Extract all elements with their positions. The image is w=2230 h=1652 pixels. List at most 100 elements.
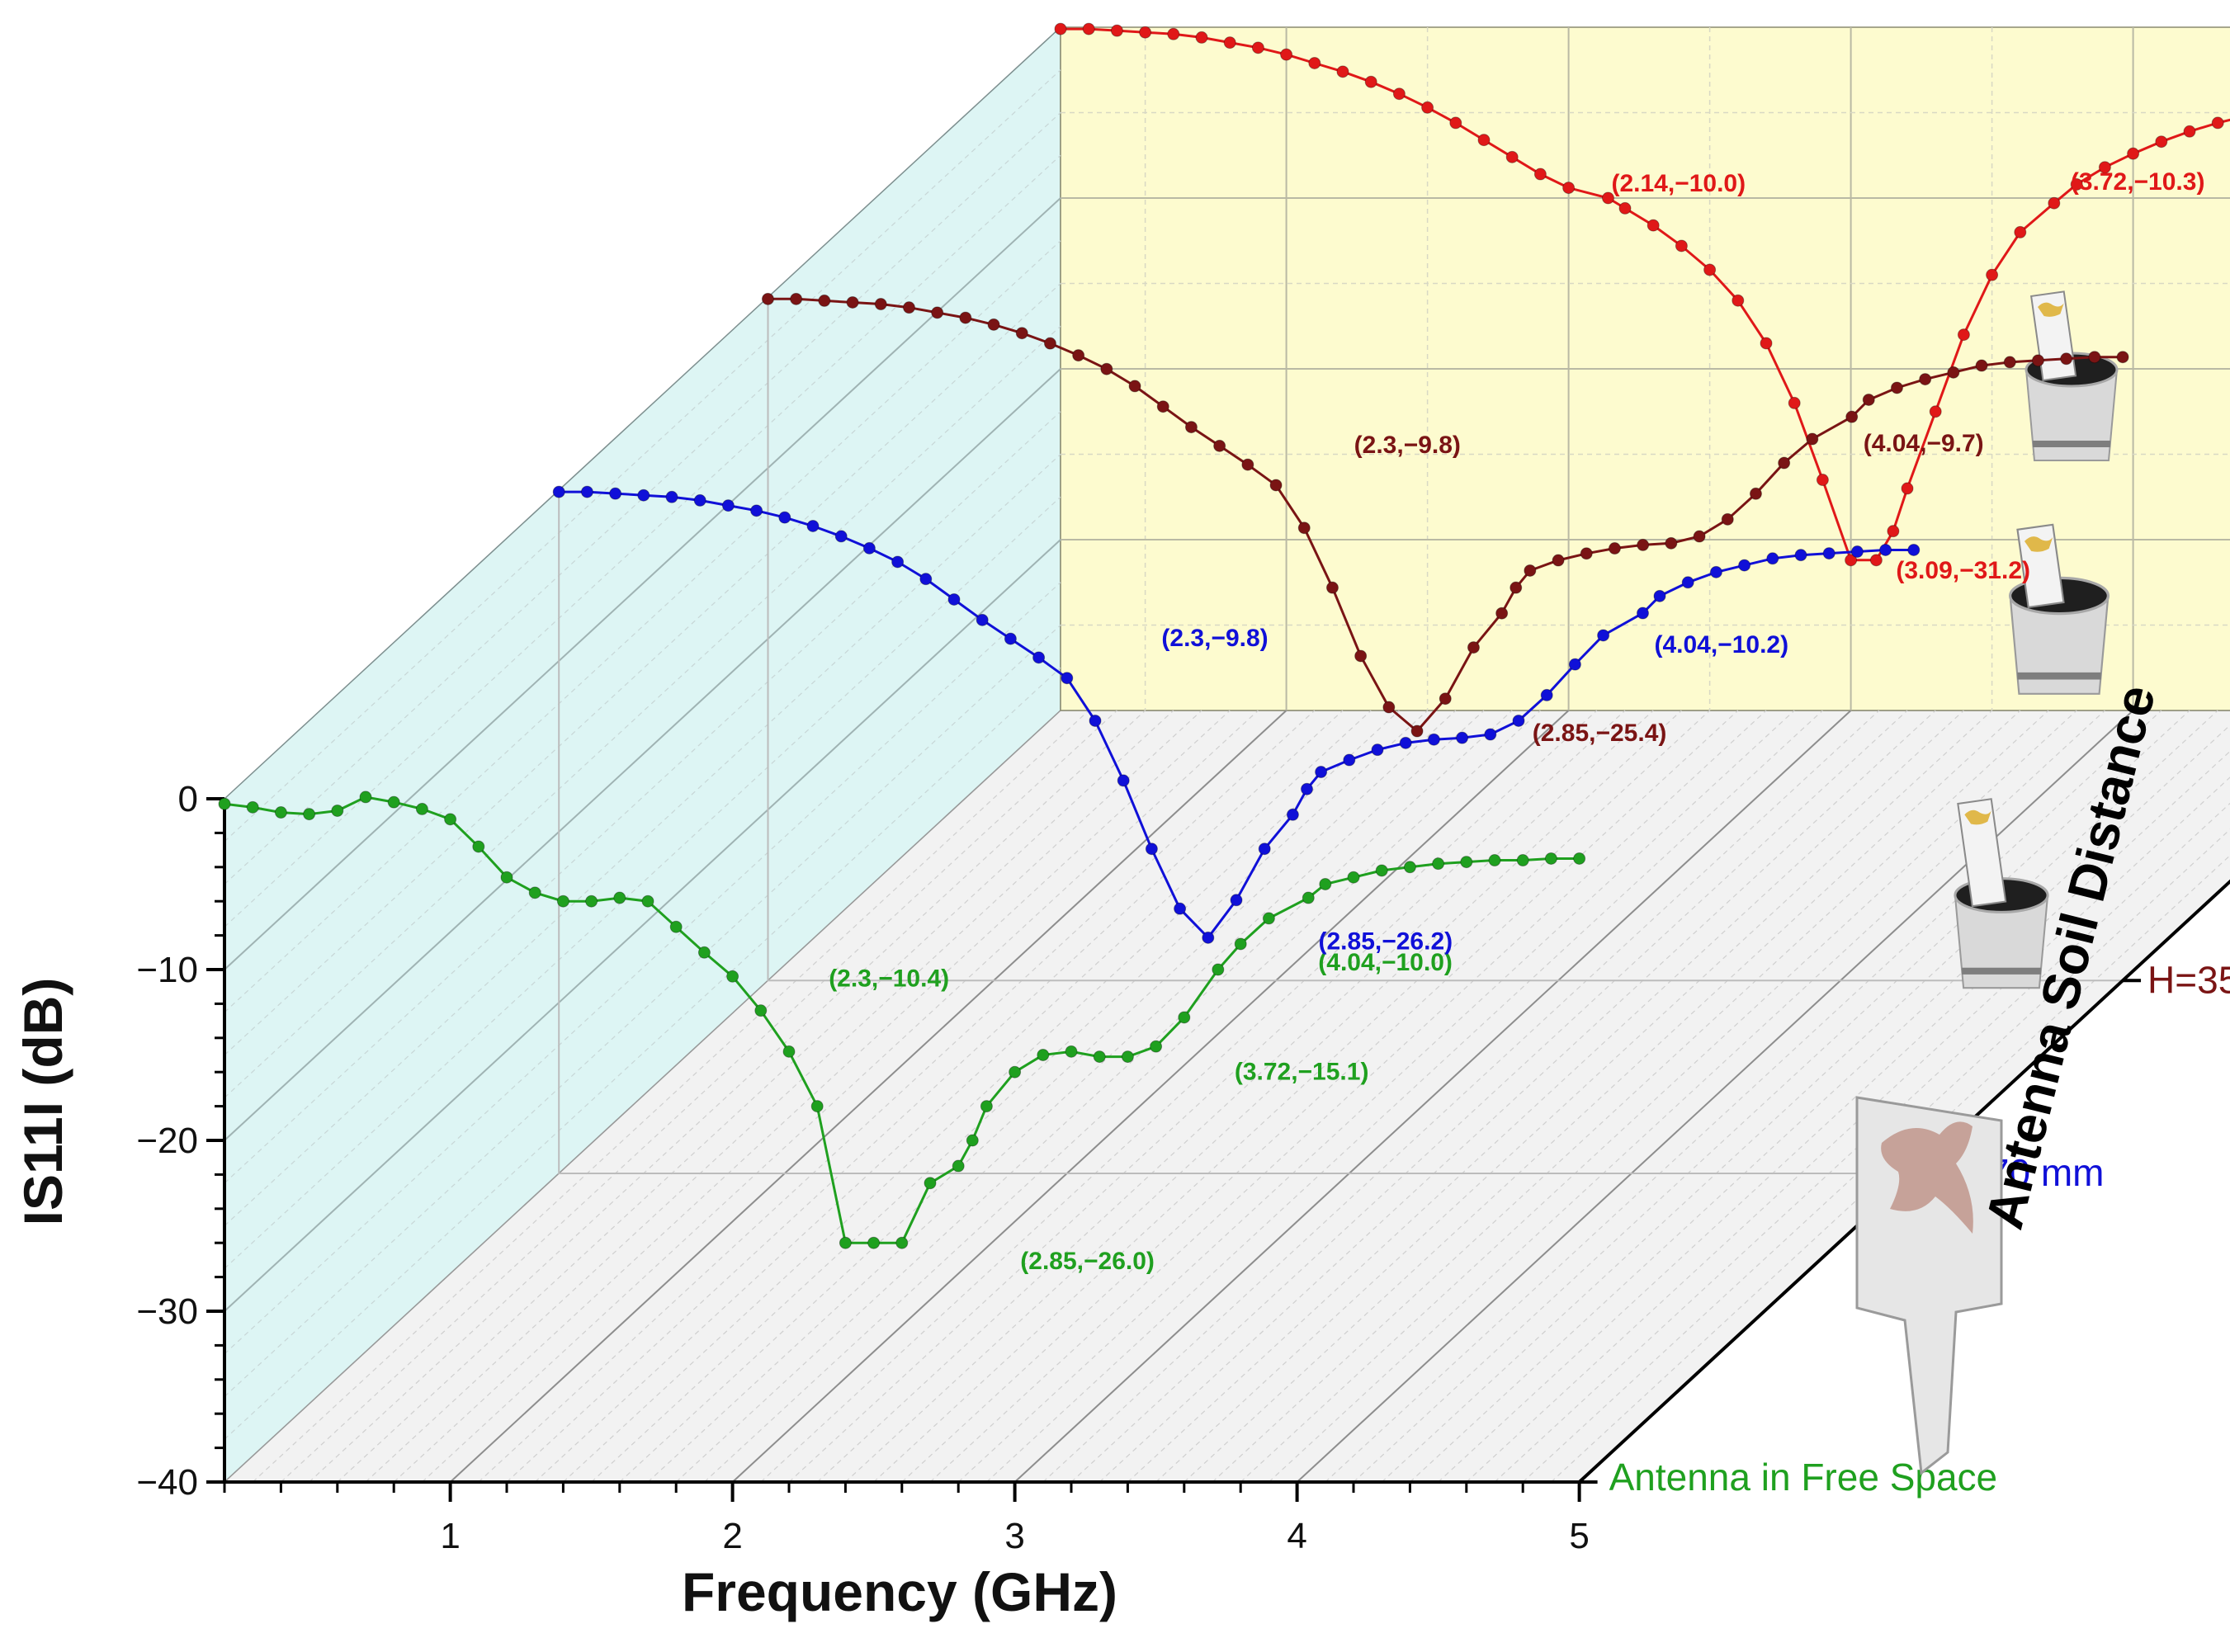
data-point (1336, 65, 1349, 78)
data-point (1286, 808, 1299, 821)
data-point (1054, 22, 1067, 35)
data-point (2014, 225, 2027, 238)
data-point (1552, 554, 1565, 567)
data-point (1766, 552, 1779, 565)
data-point (750, 504, 763, 517)
data-point (1082, 22, 1095, 35)
data-point (987, 318, 1000, 331)
data-point (839, 1236, 852, 1249)
data-point (959, 311, 972, 324)
floor-gridline (1381, 710, 2218, 1483)
y-tick-label: −30 (136, 1291, 198, 1332)
data-point (862, 541, 876, 555)
data-point (1184, 421, 1198, 434)
floor-gridline (703, 710, 1541, 1483)
floor-gridline (957, 710, 1795, 1483)
data-point (810, 1100, 824, 1113)
floor-gridline (1155, 710, 1993, 1483)
data-point (1597, 629, 1610, 642)
x-tick-label: 1 (440, 1516, 460, 1556)
data-point (1432, 857, 1445, 871)
side-wall-gridline (224, 454, 1061, 1226)
data-point (669, 920, 683, 933)
data-point (1015, 327, 1028, 340)
antenna-patch (2024, 536, 2053, 552)
data-point (1647, 219, 1660, 232)
x-tick-label: 2 (722, 1516, 742, 1556)
data-point (902, 301, 915, 314)
data-point (1093, 1050, 1106, 1064)
data-point (1297, 522, 1311, 535)
floor-gridline (1353, 710, 2190, 1483)
antenna-stick (1957, 798, 2007, 908)
floor-gridline (985, 710, 1823, 1483)
data-label: (2.3,−9.8) (1161, 625, 1268, 652)
data-point (641, 894, 654, 908)
antenna-free-space-icon (1855, 1096, 2003, 1475)
data-point (980, 1100, 993, 1113)
antenna-patch (2038, 302, 2064, 317)
side-wall-gridline (224, 112, 1061, 885)
floor-gridline (365, 710, 1202, 1483)
data-point (528, 886, 541, 899)
floor-gridline (1240, 710, 2077, 1483)
data-point (790, 292, 803, 305)
data-point (754, 1004, 768, 1017)
data-point (1223, 36, 1236, 50)
data-point (726, 970, 739, 983)
data-point (1145, 843, 1158, 856)
chart-labels: (2.3,−10.4) (2.85,−26.0) (3.72,−15.1) (4.04… (829, 168, 2204, 1275)
data-point (1732, 294, 1745, 307)
floor-gridline (252, 710, 1089, 1483)
data-label: (4.04,−10.0) (1318, 949, 1453, 976)
data-point (1488, 854, 1501, 867)
data-label: (2.85,−25.4) (1533, 720, 1667, 747)
data-point (1251, 41, 1264, 54)
data-point (665, 490, 678, 503)
y-tick-label: −40 (136, 1462, 198, 1503)
floor-gridline (337, 710, 1174, 1483)
side-wall-gridline (224, 368, 1061, 1141)
floor-gridline (421, 710, 1259, 1483)
data-label: (2.14,−10.0) (1611, 170, 1746, 197)
data-point (1234, 937, 1247, 951)
data-point (552, 485, 565, 498)
data-point (1703, 263, 1717, 276)
y-tick-label: −20 (136, 1121, 198, 1161)
data-point (1816, 474, 1829, 487)
data-point (1887, 525, 1900, 538)
data-point (1477, 134, 1491, 147)
data-point (1505, 150, 1519, 163)
floor-gridline (1098, 710, 1936, 1483)
z-tick-label: H=35 mm (2147, 958, 2230, 1001)
floor-gridline (1325, 710, 2162, 1483)
data-point (867, 1236, 881, 1249)
side-wall-gridline (224, 283, 1061, 1055)
floor-gridline (1127, 710, 1964, 1483)
data-point (1510, 581, 1523, 594)
data-point (1439, 692, 1452, 706)
potted-antenna-h70-icon (1954, 798, 2049, 989)
data-point (1540, 688, 1553, 701)
data-point (895, 1236, 909, 1249)
floor-gridline (731, 710, 1570, 1483)
data-point (1601, 191, 1614, 205)
data-point (1399, 736, 1412, 749)
data-point (818, 294, 831, 307)
data-point (1947, 366, 1960, 379)
data-point (891, 555, 905, 569)
floor-gridline (478, 710, 1316, 1483)
data-point (274, 806, 287, 819)
data-point (1636, 607, 1649, 620)
data-point (1467, 641, 1480, 654)
data-point (1721, 512, 1734, 526)
data-point (2088, 351, 2101, 364)
data-point (1100, 362, 1113, 375)
data-point (1869, 554, 1883, 567)
data-point (1749, 487, 1762, 500)
data-point (1975, 359, 1988, 372)
data-point (1315, 766, 1328, 779)
data-point (874, 298, 887, 311)
